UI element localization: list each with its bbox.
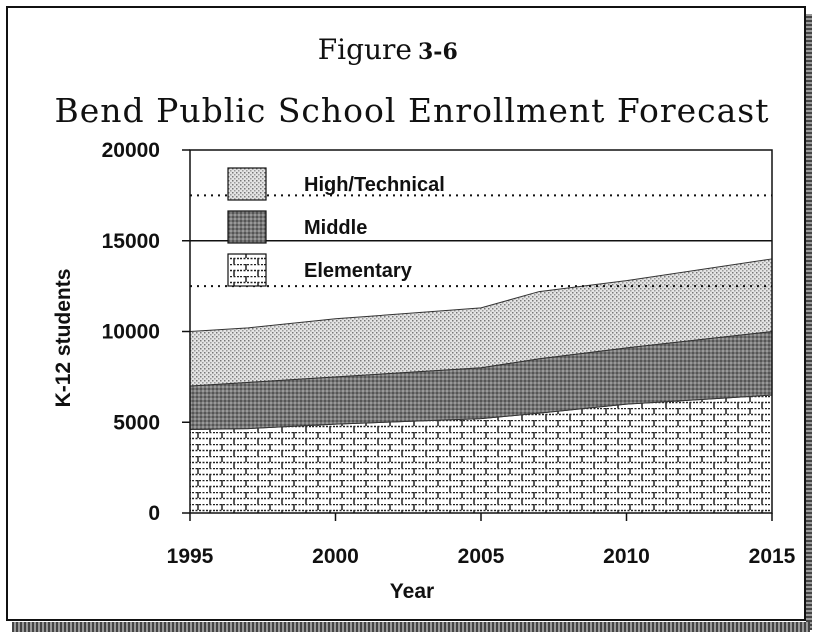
legend-label-elementary: Elementary <box>304 260 413 282</box>
frame-shadow-right <box>806 14 812 630</box>
y-tick-label: 20000 <box>102 139 160 162</box>
legend-swatch-elementary <box>227 253 267 287</box>
reference-lines <box>190 194 772 288</box>
x-tick-label: 2010 <box>603 545 650 568</box>
x-axis-ticks: 1995 2000 2005 2010 2015 <box>167 513 796 568</box>
y-tick-label: 15000 <box>102 230 160 253</box>
x-tick-label: 2000 <box>312 545 359 568</box>
figure-number: 3-6 <box>418 39 458 65</box>
y-tick-label: 0 <box>148 502 160 525</box>
y-tick-label: 5000 <box>113 411 160 434</box>
figure-label: Figure <box>318 33 412 66</box>
legend-swatch-high-technical <box>227 167 267 201</box>
y-tick-label: 10000 <box>102 321 160 344</box>
x-tick-label: 2015 <box>749 545 796 568</box>
y-axis-label: K-12 students <box>52 269 75 408</box>
legend-swatch-middle <box>227 210 267 244</box>
x-tick-label: 2005 <box>458 545 505 568</box>
area-layers <box>189 258 773 514</box>
x-tick-label: 1995 <box>167 545 214 568</box>
legend-label-middle: Middle <box>304 217 367 239</box>
frame-shadow-bottom <box>12 622 810 632</box>
legend: High/Technical Middle Elementary <box>227 167 445 287</box>
y-axis-ticks: 0 5000 10000 15000 20000 <box>102 139 190 525</box>
legend-label-high-technical: High/Technical <box>304 174 445 196</box>
chart-title: Bend Public School Enrollment Forecast <box>55 91 770 130</box>
x-axis-label: Year <box>390 580 434 603</box>
